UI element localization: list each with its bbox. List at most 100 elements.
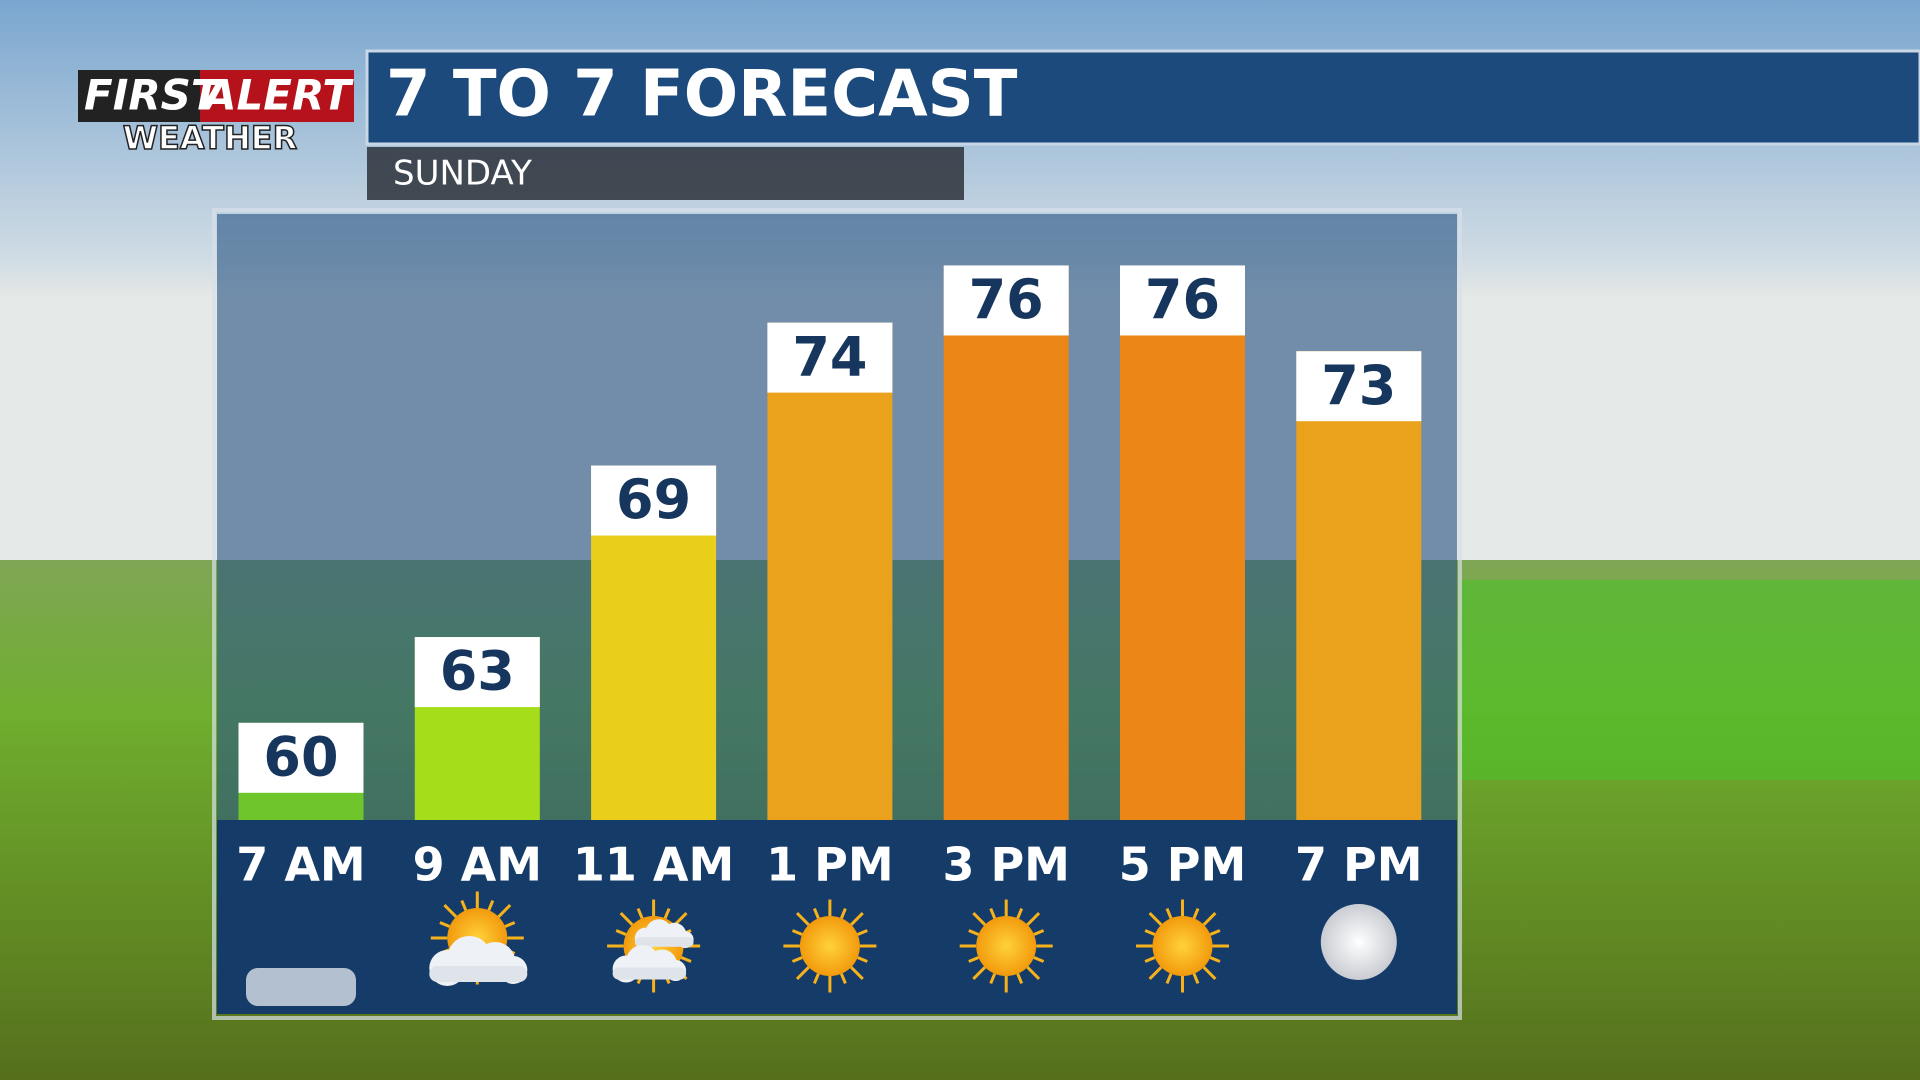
sun-ray bbox=[857, 956, 868, 963]
x-tick-label: 7 AM bbox=[236, 838, 365, 892]
sun-ray bbox=[968, 956, 980, 963]
sun-ray bbox=[1165, 908, 1173, 919]
value-label: 69 bbox=[616, 468, 691, 531]
sun-ray bbox=[1202, 966, 1217, 980]
value-box bbox=[767, 322, 893, 393]
sun-ray bbox=[972, 966, 987, 980]
x-tick-label: 9 AM bbox=[413, 838, 542, 892]
logo: FIRST ALERT WEATHER bbox=[78, 70, 354, 158]
x-tick-label: 11 AM bbox=[573, 838, 734, 892]
sun-ray bbox=[1148, 966, 1163, 980]
sun-ray bbox=[791, 956, 803, 963]
logo-alert: ALERT bbox=[201, 71, 354, 120]
logo-alert-box bbox=[200, 70, 354, 122]
weather-icon bbox=[429, 891, 528, 986]
chart-subtitle: SUNDAY bbox=[393, 154, 532, 194]
sun-ray bbox=[1144, 956, 1156, 963]
value-box bbox=[414, 637, 540, 708]
sun-ray bbox=[487, 900, 495, 911]
bars: 60 63 69 74 76 76 73 bbox=[238, 265, 1422, 820]
sun-ray bbox=[791, 929, 803, 936]
sun-ray bbox=[795, 966, 810, 980]
sun-ray bbox=[1033, 929, 1045, 936]
cloud-base bbox=[612, 967, 687, 980]
sun-ray bbox=[504, 921, 516, 928]
chart-title: 7 TO 7 FORECAST bbox=[386, 58, 1018, 132]
sun-ray bbox=[1192, 973, 1200, 984]
sun-ray bbox=[968, 929, 980, 936]
x-tick-label: 5 PM bbox=[1119, 838, 1247, 892]
bar bbox=[1296, 351, 1422, 820]
sun-ray bbox=[989, 908, 997, 919]
sun-ray bbox=[1192, 908, 1200, 919]
moon bbox=[1320, 904, 1397, 980]
bar bbox=[767, 322, 893, 820]
weather-icon bbox=[246, 968, 356, 1006]
bar bbox=[943, 265, 1069, 820]
value-label: 73 bbox=[1321, 354, 1396, 417]
sun-ray bbox=[839, 973, 847, 984]
sun-disc bbox=[799, 916, 860, 976]
sun-ray bbox=[439, 921, 451, 928]
sun-ray bbox=[972, 912, 987, 926]
weather-icon bbox=[783, 899, 877, 993]
weather-icon bbox=[1320, 904, 1397, 980]
logo-weather: WEATHER bbox=[123, 119, 298, 157]
sun-ray bbox=[1026, 966, 1041, 980]
sun-ray bbox=[673, 912, 688, 926]
value-box bbox=[1296, 351, 1422, 422]
value-label: 74 bbox=[792, 325, 867, 388]
sun-ray bbox=[1016, 908, 1024, 919]
x-tick-label: 7 PM bbox=[1295, 838, 1423, 892]
fog bbox=[246, 968, 356, 1006]
bar bbox=[1120, 265, 1245, 820]
panel-border bbox=[212, 208, 1462, 1020]
sun-ray bbox=[1033, 956, 1045, 963]
sun-ray bbox=[615, 929, 627, 936]
sun-ray bbox=[460, 900, 468, 911]
logo-first: FIRST bbox=[84, 71, 223, 120]
weather-icon bbox=[607, 899, 701, 993]
sun-ray bbox=[857, 929, 868, 936]
cloud-base bbox=[429, 966, 528, 982]
value-label: 60 bbox=[263, 725, 338, 788]
weather-icon bbox=[959, 899, 1053, 993]
sun-ray bbox=[1026, 912, 1041, 926]
title-bar bbox=[365, 49, 1920, 146]
sun-ray bbox=[813, 973, 820, 984]
x-tick-label: 1 PM bbox=[766, 838, 894, 892]
sun-ray bbox=[619, 912, 634, 926]
value-box bbox=[943, 265, 1069, 336]
sun-ray bbox=[680, 956, 692, 963]
sun-ray bbox=[497, 904, 512, 918]
sun-ray bbox=[663, 908, 671, 919]
sun-ray bbox=[1209, 929, 1221, 936]
sun-ray bbox=[1165, 973, 1173, 984]
sun-ray bbox=[1209, 956, 1221, 963]
value-label: 76 bbox=[1145, 268, 1220, 331]
value-box bbox=[591, 465, 717, 536]
sun-ray bbox=[795, 912, 810, 926]
value-box bbox=[238, 722, 364, 793]
sun-ray bbox=[989, 973, 997, 984]
value-box bbox=[1120, 265, 1245, 336]
subtitle-bar bbox=[367, 147, 964, 200]
sun-ray bbox=[1202, 912, 1217, 926]
weather-icon bbox=[1136, 899, 1229, 993]
sun-ray bbox=[443, 904, 458, 918]
value-label: 63 bbox=[440, 640, 515, 703]
sun-ray bbox=[636, 908, 644, 919]
sun-disc bbox=[1152, 916, 1213, 976]
sun-ray bbox=[1016, 973, 1024, 984]
x-tick-label: 3 PM bbox=[942, 838, 1070, 892]
sun-ray bbox=[839, 908, 847, 919]
sun-ray bbox=[1148, 912, 1163, 926]
sun-ray bbox=[850, 912, 864, 926]
value-label: 76 bbox=[969, 268, 1044, 331]
sun-ray bbox=[1144, 929, 1156, 936]
sun-ray bbox=[850, 966, 864, 980]
sun-ray bbox=[813, 908, 820, 919]
field-highlight bbox=[1460, 580, 1920, 780]
